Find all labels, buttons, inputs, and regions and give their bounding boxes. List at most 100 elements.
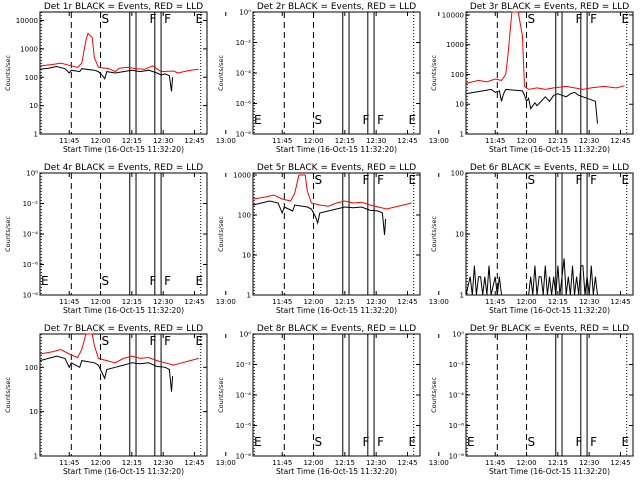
y-tick-label: 10⁻² [449,361,465,369]
y-axis-label: Counts/sec [217,55,225,91]
plot-frame [252,11,421,135]
x-tick-label: 12:15 [335,137,355,145]
x-tick-label: 12:00 [303,459,323,467]
chart-title: Det 3r BLACK = Events, RED = LLD [470,2,629,12]
chart-title: Det 5r BLACK = Events, RED = LLD [257,163,416,173]
event-marker-label: E [467,435,475,449]
y-tick-label: 10⁻⁸ [236,131,252,139]
chart-title: Det 2r BLACK = Events, RED = LLD [257,2,416,12]
x-axis-label: Start Time (16-Oct-15 11:32:20) [276,145,397,154]
chart-panel-7: Det 7r BLACK = Events, RED = LLD 1 10 100 Co… [4,324,236,476]
x-tick-label: 12:00 [303,137,323,145]
event-marker-label: F [576,173,583,187]
y-tick-label: 1 [34,131,38,139]
x-axis-label: Start Time (16-Oct-15 11:32:20) [63,467,184,476]
event-marker-label: E [41,274,49,288]
series-line-events [39,355,174,392]
event-marker-label: E [254,113,262,127]
event-marker-label: F [150,334,157,348]
x-tick-label: 12:15 [122,298,142,306]
x-tick-label: 13:00 [216,459,236,467]
x-tick-label: 12:30 [579,459,599,467]
x-tick-label: 13:00 [429,459,449,467]
plot-frame [39,11,208,135]
x-tick-label: 12:45 [397,459,417,467]
event-marker-label: E [621,435,629,449]
event-marker-label: F [164,334,171,348]
x-axis-label: Start Time (16-Oct-15 11:32:20) [489,467,610,476]
x-tick-label: 11:45 [485,459,505,467]
event-marker-label: F [164,12,171,26]
series-line-lld [252,174,412,210]
event-marker-label: S [102,274,110,288]
x-tick-label: 11:45 [272,298,292,306]
y-tick-label: 10⁰ [239,9,251,17]
y-tick-label: 10⁰ [239,331,251,339]
y-tick-label: 10⁻⁸ [23,292,39,300]
event-marker-label: F [150,12,157,26]
x-tick-label: 12:15 [548,137,568,145]
chart-panel-4: Det 4r BLACK = Events, RED = LLD 10⁻⁸ 10⁻⁶… [4,163,236,315]
chart-panel-1: Det 1r BLACK = Events, RED = LLD 1 10 100 10… [4,2,236,154]
event-marker-label: F [377,113,384,127]
event-marker-label: E [621,173,629,187]
series-line-events [39,65,174,92]
y-tick-label: 10⁻⁶ [449,422,465,430]
x-tick-label: 12:30 [579,137,599,145]
event-marker-label: E [408,435,416,449]
event-marker-label: F [363,435,370,449]
plot-frame [465,333,634,457]
y-tick-label: 10 [455,231,464,239]
y-tick-label: 10⁻⁴ [23,231,39,239]
y-axis-label: Counts/sec [217,377,225,413]
y-tick-label: 10⁻⁴ [236,392,252,400]
y-tick-label: 1 [34,453,38,461]
y-tick-label: 10⁰ [452,331,464,339]
event-marker-label: S [102,334,110,348]
x-tick-label: 11:45 [59,459,79,467]
y-tick-label: 10 [242,252,251,260]
chart-title: Det 7r BLACK = Events, RED = LLD [44,324,203,334]
event-marker-label: F [590,173,597,187]
x-tick-label: 12:00 [90,137,110,145]
event-marker-label: S [528,435,536,449]
chart-panel-3: Det 3r BLACK = Events, RED = LLD 1 10 100 10… [430,2,634,154]
plot-frame [252,333,421,457]
event-marker-label: E [195,274,203,288]
y-tick-label: 10⁻⁴ [236,70,252,78]
x-tick-label: 13:00 [216,137,236,145]
x-tick-label: 12:15 [335,459,355,467]
y-axis-label: Counts/sec [430,377,438,413]
chart-title: Det 9r BLACK = Events, RED = LLD [470,324,629,334]
y-tick-label: 10⁻⁶ [236,422,252,430]
y-tick-label: 10⁻⁴ [449,392,465,400]
y-tick-label: 100 [451,170,464,178]
x-tick-label: 12:45 [397,298,417,306]
x-axis-label: Start Time (16-Oct-15 11:32:20) [489,306,610,315]
x-tick-label: 12:00 [516,298,536,306]
x-tick-label: 11:45 [272,137,292,145]
x-tick-label: 13:00 [216,298,236,306]
x-tick-label: 12:00 [90,298,110,306]
series-line-events [465,258,598,296]
y-tick-label: 1 [460,131,464,139]
x-tick-label: 12:45 [610,459,630,467]
x-tick-label: 11:45 [485,137,505,145]
event-marker-label: F [576,435,583,449]
y-tick-label: 10000 [442,11,464,19]
x-axis-label: Start Time (16-Oct-15 11:32:20) [63,145,184,154]
y-tick-label: 1000 [233,172,251,180]
event-marker-label: F [590,435,597,449]
y-tick-label: 10⁻⁸ [449,453,465,461]
y-axis-label: Counts/sec [4,55,12,91]
series-line-lld [465,11,625,90]
event-marker-label: S [315,173,323,187]
chart-panel-5: Det 5r BLACK = Events, RED = LLD 1 10 100 10… [217,163,449,315]
x-tick-label: 12:45 [184,137,204,145]
chart-panel-8: Det 8r BLACK = Events, RED = LLD 10⁻⁸ 10⁻⁶… [217,324,449,476]
plot-frame [252,172,421,296]
chart-title: Det 4r BLACK = Events, RED = LLD [44,163,203,173]
y-tick-label: 10⁻⁸ [236,453,252,461]
event-marker-label: E [195,12,203,26]
y-tick-label: 10 [29,408,38,416]
